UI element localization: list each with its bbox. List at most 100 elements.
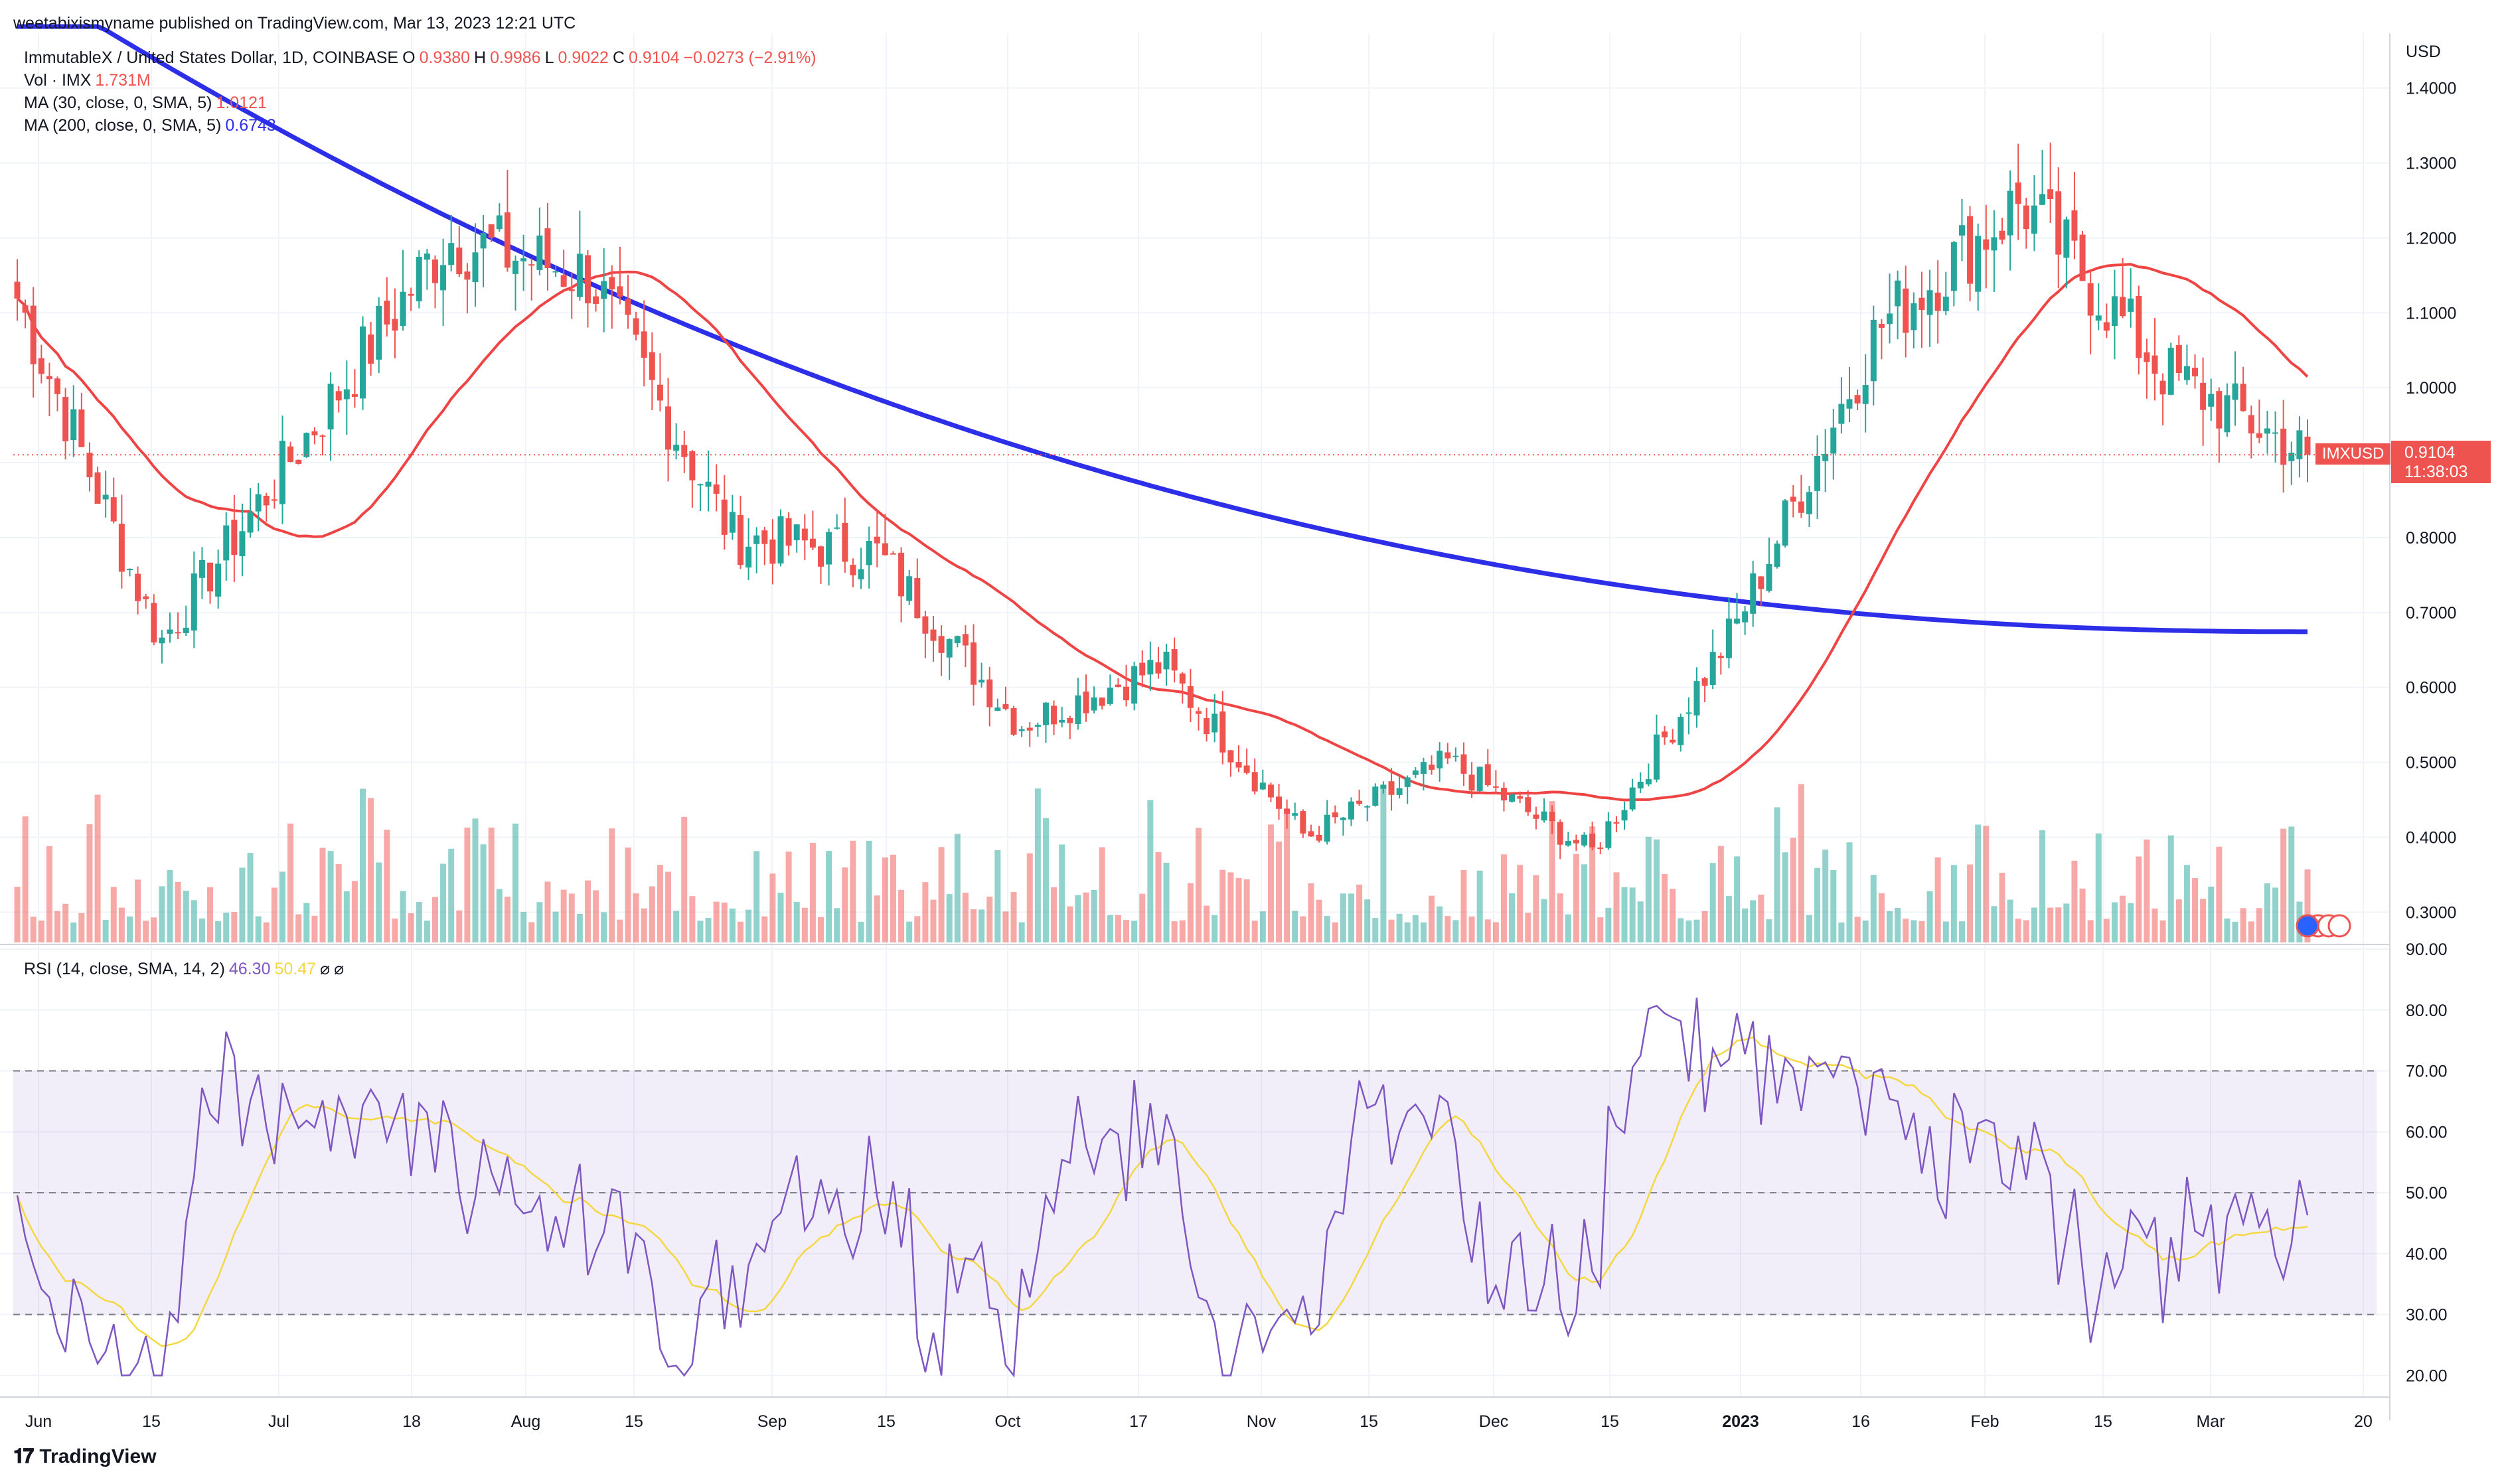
candle-body: [1292, 813, 1298, 816]
candle-body: [850, 565, 856, 575]
candles: [14, 142, 2311, 859]
volume-bar: [1195, 828, 1202, 942]
grid: [0, 33, 2390, 1397]
rsi-tick-label: 50.00: [2406, 1184, 2448, 1203]
tradingview-logo-icon: 𝟏𝟕: [13, 1446, 34, 1467]
candle-body: [416, 256, 422, 302]
volume-bar: [785, 852, 792, 942]
volume-bar: [1067, 906, 1073, 942]
candle-body: [1308, 831, 1314, 837]
time-tick-label: 16: [1851, 1412, 1870, 1431]
volume-bar: [1814, 867, 1821, 942]
volume-bar: [1155, 852, 1162, 942]
candle-body: [1557, 822, 1563, 845]
volume-bar: [1854, 917, 1861, 942]
candle-body: [1774, 544, 1780, 567]
candle-body: [1139, 662, 1146, 676]
volume-bar: [512, 823, 519, 942]
volume-bar: [850, 840, 856, 942]
volume-bar: [1396, 913, 1403, 942]
candle-body: [938, 636, 945, 653]
volume-bar: [2216, 846, 2223, 942]
candle-body: [1926, 290, 1933, 315]
volume-bar: [2095, 833, 2102, 942]
volume-bar: [2144, 839, 2150, 942]
candle-body: [2055, 191, 2062, 255]
candle-body: [1549, 812, 1555, 822]
candle-body: [54, 378, 61, 394]
volume-bar: [858, 921, 864, 942]
rsi-tick-label: 80.00: [2406, 1002, 2448, 1020]
candle-body: [1782, 500, 1788, 546]
candle-body: [159, 637, 165, 644]
volume-bar: [721, 902, 728, 942]
volume-bar: [665, 871, 672, 942]
volume-bar: [1356, 884, 1363, 942]
candle-body: [1621, 810, 1628, 821]
volume-bar: [1774, 807, 1780, 942]
volume-bar: [271, 887, 277, 942]
volume-bar: [809, 842, 816, 942]
volume-bar: [1533, 875, 1539, 942]
volume-bar: [2039, 830, 2046, 942]
candle-body: [1131, 666, 1138, 704]
time-tick-label: 15: [2094, 1412, 2112, 1431]
volume-bar: [1267, 824, 1274, 942]
volume-bar: [890, 854, 896, 942]
rsi-tick-label: 60.00: [2406, 1123, 2448, 1142]
volume-bar: [617, 919, 623, 942]
candle-body: [2224, 395, 2230, 433]
volume-bar: [1099, 847, 1105, 942]
candle-body: [1204, 717, 1210, 735]
candle-body: [1541, 811, 1547, 821]
candle-body: [842, 522, 848, 562]
volume-bar: [1685, 920, 1692, 942]
candle-body: [440, 265, 447, 291]
candle-body: [464, 271, 471, 280]
candle-body: [1404, 777, 1411, 787]
volume-bar: [1364, 899, 1371, 942]
candle-body: [2272, 432, 2279, 434]
currency-label: USD: [2406, 42, 2441, 61]
candle-body: [1814, 455, 1821, 491]
candle-body: [1123, 686, 1130, 701]
candle-body: [424, 254, 430, 260]
candle-body: [319, 435, 326, 437]
candle-body: [729, 512, 736, 533]
volume-bar: [1492, 922, 1499, 942]
volume-bar: [1179, 920, 1186, 942]
volume-bar: [2047, 907, 2054, 942]
candle-body: [954, 636, 961, 643]
candle-body: [1838, 404, 1845, 424]
time-tick-label: Sep: [757, 1412, 787, 1431]
candle-body: [2256, 433, 2262, 438]
volume-bar: [1581, 864, 1588, 942]
volume-bar: [1437, 906, 1443, 942]
volume-bar: [978, 909, 985, 942]
volume-bar: [46, 846, 52, 942]
candle-body: [1147, 660, 1154, 675]
volume-bar: [1701, 911, 1708, 942]
volume-bar: [2200, 899, 2207, 942]
volume-bar: [986, 897, 993, 942]
candle-body: [1155, 662, 1162, 674]
price-tick-label: 0.6000: [2406, 679, 2456, 698]
candle-body: [472, 252, 479, 283]
candle-body: [536, 235, 543, 270]
candle-body: [1975, 236, 1982, 292]
volume-bar: [175, 881, 181, 942]
candle-body: [1388, 781, 1395, 795]
volume-bar: [584, 880, 591, 942]
volume-bar: [1911, 920, 1917, 942]
volume-bar: [1999, 873, 2005, 942]
candle-body: [753, 535, 760, 544]
price-tick-label: 0.8000: [2406, 529, 2456, 548]
time-tick-label: 20: [2354, 1412, 2373, 1431]
volume-bar: [279, 871, 285, 942]
volume-bar: [1903, 919, 1909, 942]
tradingview-logo[interactable]: 𝟏𝟕 TradingView: [13, 1446, 157, 1467]
volume-bar: [2087, 920, 2094, 942]
candle-body: [392, 319, 398, 331]
volume-bar: [1942, 921, 1949, 942]
candle-body: [135, 573, 141, 601]
